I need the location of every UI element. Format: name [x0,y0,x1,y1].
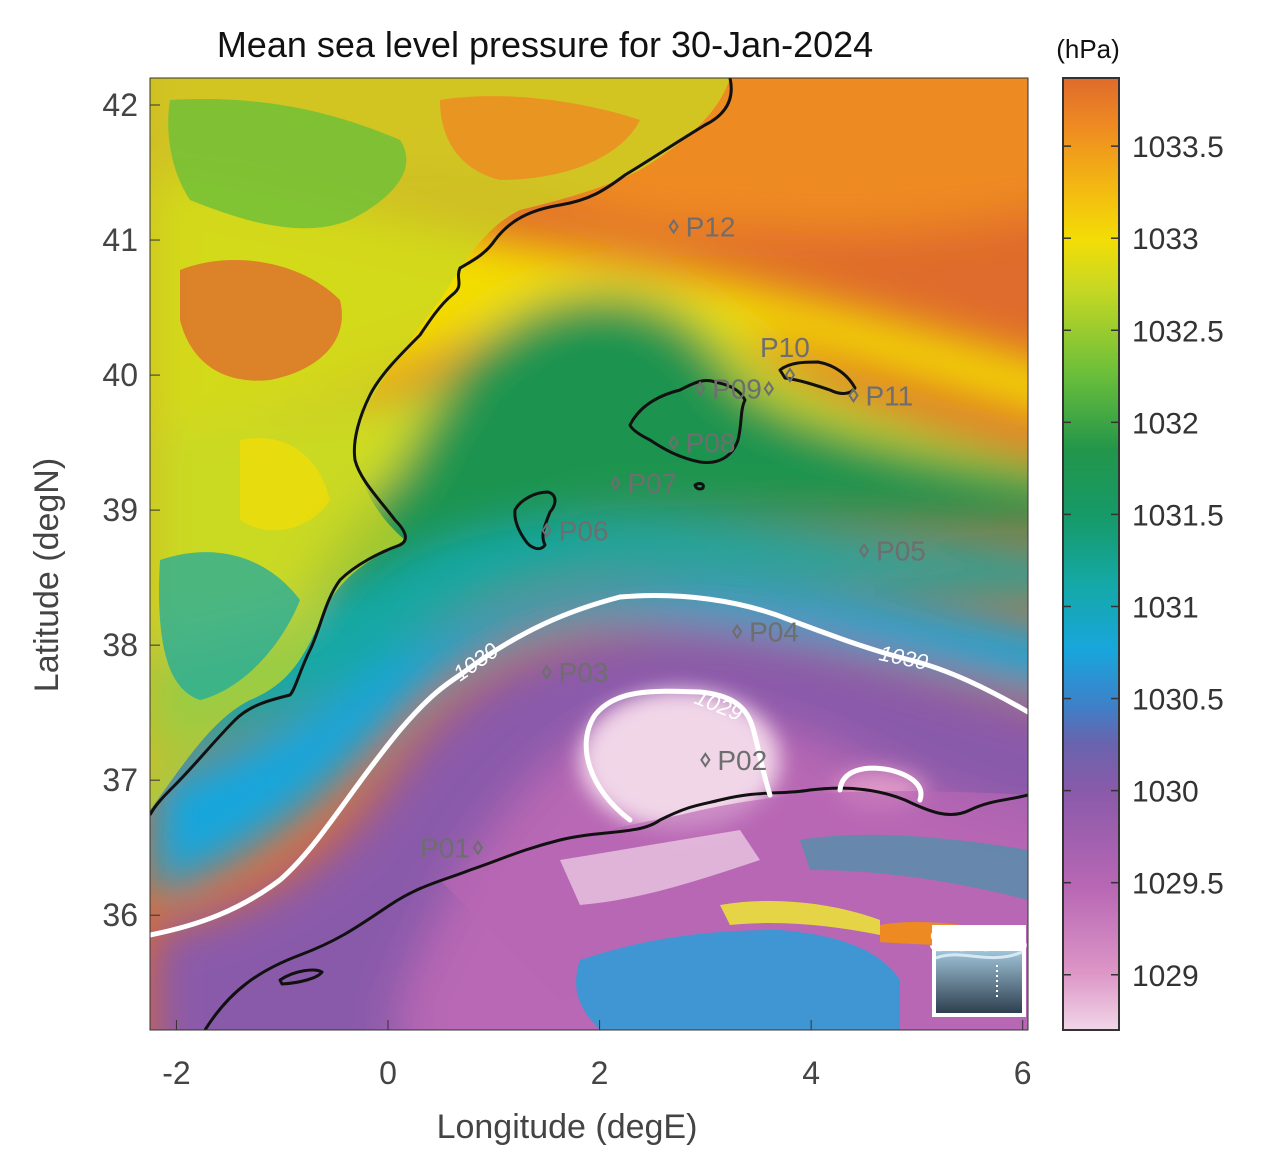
colorbar-tick-label: 1029 [1132,960,1199,993]
colorbar-tick-label: 1031 [1132,591,1199,624]
menorca-coastline [778,360,857,395]
pressure-map: 1030 1030 1029 P01P02P03P04P05P06P07P08P… [150,78,1029,1030]
colorbar-unit: (hPa) [1056,34,1120,64]
iberia-coastline [150,78,733,816]
x-tick-label: 0 [379,1055,397,1091]
contours [150,593,1028,938]
station-marker [784,367,796,383]
contour-1030 [150,593,1028,938]
station-marker [541,664,552,680]
station-marker [610,475,621,491]
station-label: P05 [876,536,926,567]
station-marker [668,434,679,451]
stations: P01 P02 P03 P04 P05 P06 P07 P08 P09 P10 P11 P12 [420,212,926,864]
colorbar: 1029 1029.5 1030 1030.5 1031 1031.5 1032 1032.5… [1062,77,1224,1031]
station-marker [858,542,870,559]
station-marker [668,218,679,235]
contour-1029 [583,688,773,823]
colorbar-tick-label: 1030 [1132,776,1199,809]
station-label: P07 [627,468,677,499]
x-tick-label: 4 [802,1055,820,1091]
x-tick-label: 6 [1014,1055,1032,1091]
station-label: P01 [420,833,470,864]
station-label: P09 [712,374,762,405]
colorbar-frame [1062,77,1120,1031]
y-axis-label: Latitude (degN) [28,458,66,692]
y-tick-label: 36 [102,897,138,933]
cabrera-coastline [693,482,705,491]
socib-logo: SOCIB [929,925,1029,1017]
station-label: P11 [865,380,913,411]
station-marker [472,839,484,856]
iberia-land [150,78,730,810]
colorbar-tick-label: 1031.5 [1132,499,1224,532]
station-label: P12 [686,212,736,243]
y-tick-label: 40 [102,357,138,393]
africa-coastline [203,786,1028,1030]
contour-1029-east [837,765,924,803]
map-frame [149,77,1029,1031]
x-tick-label: 2 [591,1055,609,1091]
station-marker [848,387,859,404]
colorbar-tick-label: 1032.5 [1132,315,1224,348]
station-label: P02 [717,745,767,776]
station-label: P06 [559,515,609,546]
logo-wave [936,951,1022,1013]
logo-text: SOCIB [929,925,1029,958]
y-tick-label: 37 [102,762,138,798]
coastlines [150,78,1028,1030]
alboran-island-coastline [278,968,324,986]
chart-title: Mean sea level pressure for 30-Jan-2024 [217,24,873,65]
colorbar-tick-label: 1032 [1132,407,1199,440]
y-tick-label: 39 [102,492,138,528]
mallorca-coastline [628,378,747,465]
station-label: P03 [559,657,609,688]
y-tick-label: 42 [102,87,138,123]
station-label: P04 [749,617,799,648]
x-tick-label: -2 [162,1055,190,1091]
station-marker [694,380,706,397]
north-africa-land [440,791,1028,1030]
colorbar-ticks: 1029 1029.5 1030 1030.5 1031 1031.5 1032 1032.5… [1063,131,1224,993]
station-label: P08 [686,428,736,459]
colorbar-tick-label: 1029.5 [1132,868,1224,901]
station-marker [731,623,743,640]
colorbar-tick-label: 1033 [1132,223,1199,256]
colorbar-tick-label: 1033.5 [1132,131,1224,164]
colorbar-gradient [1063,78,1119,1030]
station-marker [541,522,552,539]
y-tick-label: 41 [102,222,138,258]
y-tick-label: 38 [102,627,138,663]
station-label: P10 [760,332,810,363]
x-axis-label: Longitude (degE) [437,1108,698,1146]
station-marker-unlabeled [763,380,775,397]
station-marker [700,752,711,768]
y-axis: 36 37 38 39 40 41 42 [102,87,160,933]
colorbar-tick-label: 1030.5 [1132,684,1224,717]
x-axis: -2 0 2 4 6 [162,1020,1032,1091]
